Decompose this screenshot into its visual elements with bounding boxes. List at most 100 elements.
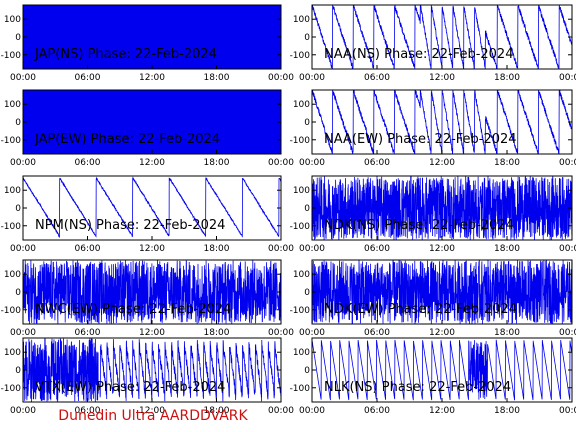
x-tick-label: 18:00 <box>494 406 520 416</box>
panel-title: VTX(EW) Phase: 22-Feb-2024 <box>35 380 225 395</box>
x-tick-label: 00:00 <box>559 158 576 168</box>
x-tick-label: 00:00 <box>559 244 576 254</box>
x-tick-label: 06:00 <box>75 328 101 338</box>
x-tick-label: 18:00 <box>204 244 230 254</box>
x-tick-label: 18:00 <box>494 244 520 254</box>
x-tick-label: 00:00 <box>10 406 36 416</box>
footer-caption: Dunedin Ultra AARDDVARK <box>58 408 248 424</box>
x-tick-label: 12:00 <box>139 406 165 416</box>
y-tick-label: -100 <box>290 136 311 146</box>
x-tick-label: 00:00 <box>10 328 36 338</box>
panel-7: 100 0 -100 00:00 06:00 12:00 18:00 00:00 NDK(EW)… <box>290 259 576 338</box>
y-tick-label: -100 <box>290 306 311 316</box>
series-line <box>23 260 281 324</box>
series-line <box>312 5 572 69</box>
y-tick-label: 100 <box>293 100 310 110</box>
x-tick-label: 00:00 <box>268 73 294 83</box>
x-tick-label: 06:00 <box>364 158 390 168</box>
x-tick-label: 06:00 <box>75 406 101 416</box>
x-tick-label: 18:00 <box>204 406 230 416</box>
y-tick-label: 0 <box>15 33 21 43</box>
panel-title: NDK(EW) Phase: 22-Feb-2024 <box>324 302 517 317</box>
y-tick-label: 100 <box>293 15 310 25</box>
panel-title: NLK(NS) Phase: 22-Feb-2024 <box>324 380 511 395</box>
y-tick-label: 0 <box>304 204 310 214</box>
series-line <box>23 176 281 239</box>
series-fill <box>23 90 281 154</box>
y-tick-label: -100 <box>290 222 311 232</box>
x-tick-label: 00:00 <box>299 158 325 168</box>
x-tick-label: 06:00 <box>75 158 101 168</box>
x-tick-label: 12:00 <box>139 158 165 168</box>
series-fill <box>23 5 281 69</box>
x-tick-label: 00:00 <box>268 244 294 254</box>
panel-3: 100 0 -100 00:00 06:00 12:00 18:00 00:00 NAA(EW)… <box>290 89 576 168</box>
panel-6: 100 0 -100 00:00 06:00 12:00 18:00 00:00 NWC(EW)… <box>1 259 294 338</box>
panel-9: 100 0 -100 00:00 06:00 12:00 18:00 00:00 NLK(NS)… <box>290 337 576 416</box>
x-tick-label: 00:00 <box>268 158 294 168</box>
x-tick-label: 06:00 <box>75 244 101 254</box>
x-tick-label: 00:00 <box>10 73 36 83</box>
panel-title: JAP(NS) Phase: 22-Feb-2024 <box>34 47 217 62</box>
x-tick-label: 12:00 <box>139 73 165 83</box>
panel-5: 100 0 -100 00:00 06:00 12:00 18:00 00:00 NDK(NS)… <box>290 175 576 254</box>
x-tick-label: 18:00 <box>494 73 520 83</box>
panel-4: 100 0 -100 00:00 06:00 12:00 18:00 00:00 NPM(NS)… <box>1 175 294 254</box>
x-tick-label: 00:00 <box>559 406 576 416</box>
x-tick-label: 18:00 <box>204 158 230 168</box>
x-tick-label: 12:00 <box>139 244 165 254</box>
x-tick-label: 00:00 <box>10 158 36 168</box>
x-tick-label: 06:00 <box>364 73 390 83</box>
y-tick-label: -100 <box>1 384 22 394</box>
panel-title: NAA(EW) Phase: 22-Feb-2024 <box>324 132 517 147</box>
panel-8: 100 0 -100 00:00 06:00 12:00 18:00 00:00 VTX(EW)… <box>1 337 294 416</box>
x-tick-label: 18:00 <box>494 328 520 338</box>
x-tick-label: 00:00 <box>559 328 576 338</box>
x-tick-label: 00:00 <box>299 73 325 83</box>
x-tick-label: 00:00 <box>299 328 325 338</box>
x-tick-label: 06:00 <box>75 73 101 83</box>
panel-2: 100 0 -100 00:00 06:00 12:00 18:00 00:00 JAP(EW)… <box>1 89 294 168</box>
series-line <box>312 260 572 324</box>
y-tick-label: -100 <box>290 51 311 61</box>
series-line <box>312 339 572 401</box>
panel-title: NAA(NS) Phase: 22-Feb-2024 <box>324 47 513 62</box>
x-tick-label: 00:00 <box>299 406 325 416</box>
y-tick-label: 0 <box>15 204 21 214</box>
x-tick-label: 00:00 <box>559 73 576 83</box>
x-tick-label: 12:00 <box>429 244 455 254</box>
y-tick-label: 100 <box>4 348 21 358</box>
y-tick-label: -100 <box>1 136 22 146</box>
y-tick-label: 100 <box>293 186 310 196</box>
y-tick-label: 0 <box>304 118 310 128</box>
y-tick-label: 100 <box>4 186 21 196</box>
x-tick-label: 00:00 <box>268 328 294 338</box>
x-tick-label: 00:00 <box>10 244 36 254</box>
x-tick-label: 12:00 <box>429 73 455 83</box>
y-tick-label: 0 <box>304 33 310 43</box>
x-tick-label: 18:00 <box>204 328 230 338</box>
y-tick-label: -100 <box>1 306 22 316</box>
panel-title: NDK(NS) Phase: 22-Feb-2024 <box>324 218 514 233</box>
x-tick-label: 00:00 <box>268 406 294 416</box>
x-tick-label: 18:00 <box>204 73 230 83</box>
series-line <box>312 90 572 154</box>
panel-title: NWC(EW) Phase: 22-Feb-2024 <box>35 302 231 317</box>
y-tick-label: 0 <box>15 288 21 298</box>
panel-0: 100 0 -100 00:00 06:00 12:00 18:00 00:00 JAP(NS)… <box>1 4 294 83</box>
series-line <box>312 176 572 240</box>
y-tick-label: 100 <box>293 348 310 358</box>
y-tick-label: -100 <box>1 51 22 61</box>
panel-title: JAP(EW) Phase: 22-Feb-2024 <box>34 132 220 147</box>
panel-title: NPM(NS) Phase: 22-Feb-2024 <box>35 218 225 233</box>
x-tick-label: 00:00 <box>299 244 325 254</box>
y-tick-label: 0 <box>304 288 310 298</box>
y-tick-label: 0 <box>304 366 310 376</box>
y-tick-label: 0 <box>15 366 21 376</box>
x-tick-label: 18:00 <box>494 158 520 168</box>
x-tick-label: 06:00 <box>364 244 390 254</box>
series-line <box>23 338 281 402</box>
y-tick-label: 100 <box>293 270 310 280</box>
x-tick-label: 12:00 <box>429 158 455 168</box>
